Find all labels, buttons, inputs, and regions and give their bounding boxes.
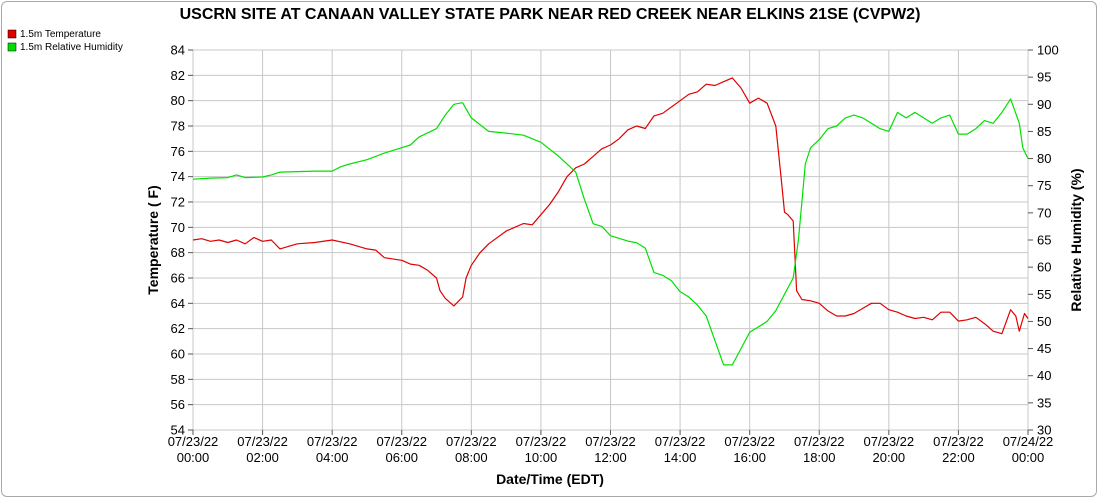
- x-tick-label-date: 07/23/22: [168, 434, 219, 449]
- y-tick-label: 62: [171, 321, 185, 336]
- y-tick-label: 70: [171, 220, 185, 235]
- x-tick-label-date: 07/23/22: [376, 434, 427, 449]
- legend-label-humidity: 1.5m Relative Humidity: [20, 42, 123, 53]
- x-axis-title: Date/Time (EDT): [496, 471, 604, 487]
- y-axis-ticks: 54 56 58 60 62 64 66 68 70 72 74 76 78 80 82 84: [171, 43, 193, 438]
- x-tick-label-date: 07/23/22: [864, 434, 915, 449]
- x-tick-label-time: 00:00: [1012, 450, 1045, 465]
- y-tick-label: 72: [171, 195, 185, 210]
- y-tick-label: 60: [171, 347, 185, 362]
- y-tick-label: 84: [171, 43, 185, 58]
- y2-tick-label: 30: [1037, 423, 1051, 438]
- y2-tick-label: 70: [1037, 205, 1051, 220]
- x-tick-label-time: 14:00: [664, 450, 697, 465]
- x-tick-label-date: 07/23/22: [237, 434, 288, 449]
- y-tick-label: 64: [171, 296, 185, 311]
- x-tick-label-time: 10:00: [525, 450, 558, 465]
- series-layer: [192, 77, 1029, 366]
- y2-tick-label: 95: [1037, 70, 1051, 85]
- y-tick-label: 58: [171, 372, 185, 387]
- y-tick-label: 54: [171, 423, 185, 438]
- x-tick-label-date: 07/23/22: [585, 434, 636, 449]
- y-tick-label: 68: [171, 245, 185, 260]
- y2-tick-label: 100: [1037, 43, 1059, 58]
- y-tick-label: 66: [171, 271, 185, 286]
- legend-label-temperature: 1.5m Temperature: [20, 29, 101, 40]
- x-tick-label-time: 04:00: [316, 450, 349, 465]
- x-tick-label-time: 08:00: [455, 450, 488, 465]
- y2-axis-title: Relative Humidity (%): [1068, 168, 1084, 311]
- chart-title: USCRN SITE AT CANAAN VALLEY STATE PARK N…: [180, 6, 921, 23]
- y2-tick-label: 40: [1037, 368, 1051, 383]
- legend-swatch-humidity: [7, 42, 17, 52]
- y-tick-label: 78: [171, 119, 185, 134]
- y2-tick-label: 75: [1037, 178, 1051, 193]
- y-tick-label: 82: [171, 68, 185, 83]
- x-tick-label-time: 02:00: [246, 450, 279, 465]
- y2-tick-label: 50: [1037, 314, 1051, 329]
- x-tick-label-time: 22:00: [942, 450, 975, 465]
- y2-tick-label: 65: [1037, 233, 1051, 248]
- y-tick-label: 56: [171, 397, 185, 412]
- y2-tick-label: 90: [1037, 97, 1051, 112]
- x-tick-label-time: 00:00: [177, 450, 210, 465]
- y-tick-label: 76: [171, 144, 185, 159]
- humidity-series-line: [192, 98, 1029, 366]
- y2-axis-ticks: 30 35 40 45 50 55 60 65 70 75 80 85 90 95 100: [1028, 43, 1059, 438]
- x-tick-label-time: 12:00: [594, 450, 627, 465]
- x-tick-label-date: 07/23/22: [794, 434, 845, 449]
- legend: 1.5m Temperature 1.5m Relative Humidity: [7, 29, 123, 53]
- y2-tick-label: 80: [1037, 151, 1051, 166]
- grid-lines: [192, 49, 1029, 431]
- x-tick-label-date: 07/23/22: [655, 434, 706, 449]
- x-tick-label-time: 18:00: [803, 450, 836, 465]
- x-tick-label-date: 07/23/22: [724, 434, 775, 449]
- y2-tick-label: 45: [1037, 341, 1051, 356]
- y-axis-title: Temperature ( F): [145, 185, 161, 294]
- x-tick-label-time: 06:00: [385, 450, 418, 465]
- legend-swatch-temperature: [7, 29, 17, 39]
- y2-tick-label: 60: [1037, 260, 1051, 275]
- x-tick-label-date: 07/24/22: [1003, 434, 1054, 449]
- x-axis-ticks: 07/23/2200:0007/23/2202:0007/23/2204:000…: [168, 430, 1054, 465]
- y2-tick-label: 35: [1037, 395, 1051, 410]
- x-tick-label-date: 07/23/22: [446, 434, 497, 449]
- y2-tick-label: 55: [1037, 287, 1051, 302]
- x-tick-label-date: 07/23/22: [516, 434, 567, 449]
- temperature-series-line: [192, 77, 1029, 335]
- x-tick-label-date: 07/23/22: [307, 434, 358, 449]
- y-tick-label: 80: [171, 93, 185, 108]
- x-tick-label-time: 20:00: [873, 450, 906, 465]
- x-tick-label-date: 07/23/22: [933, 434, 984, 449]
- y-tick-label: 74: [171, 169, 185, 184]
- y2-tick-label: 85: [1037, 124, 1051, 139]
- x-tick-label-time: 16:00: [733, 450, 766, 465]
